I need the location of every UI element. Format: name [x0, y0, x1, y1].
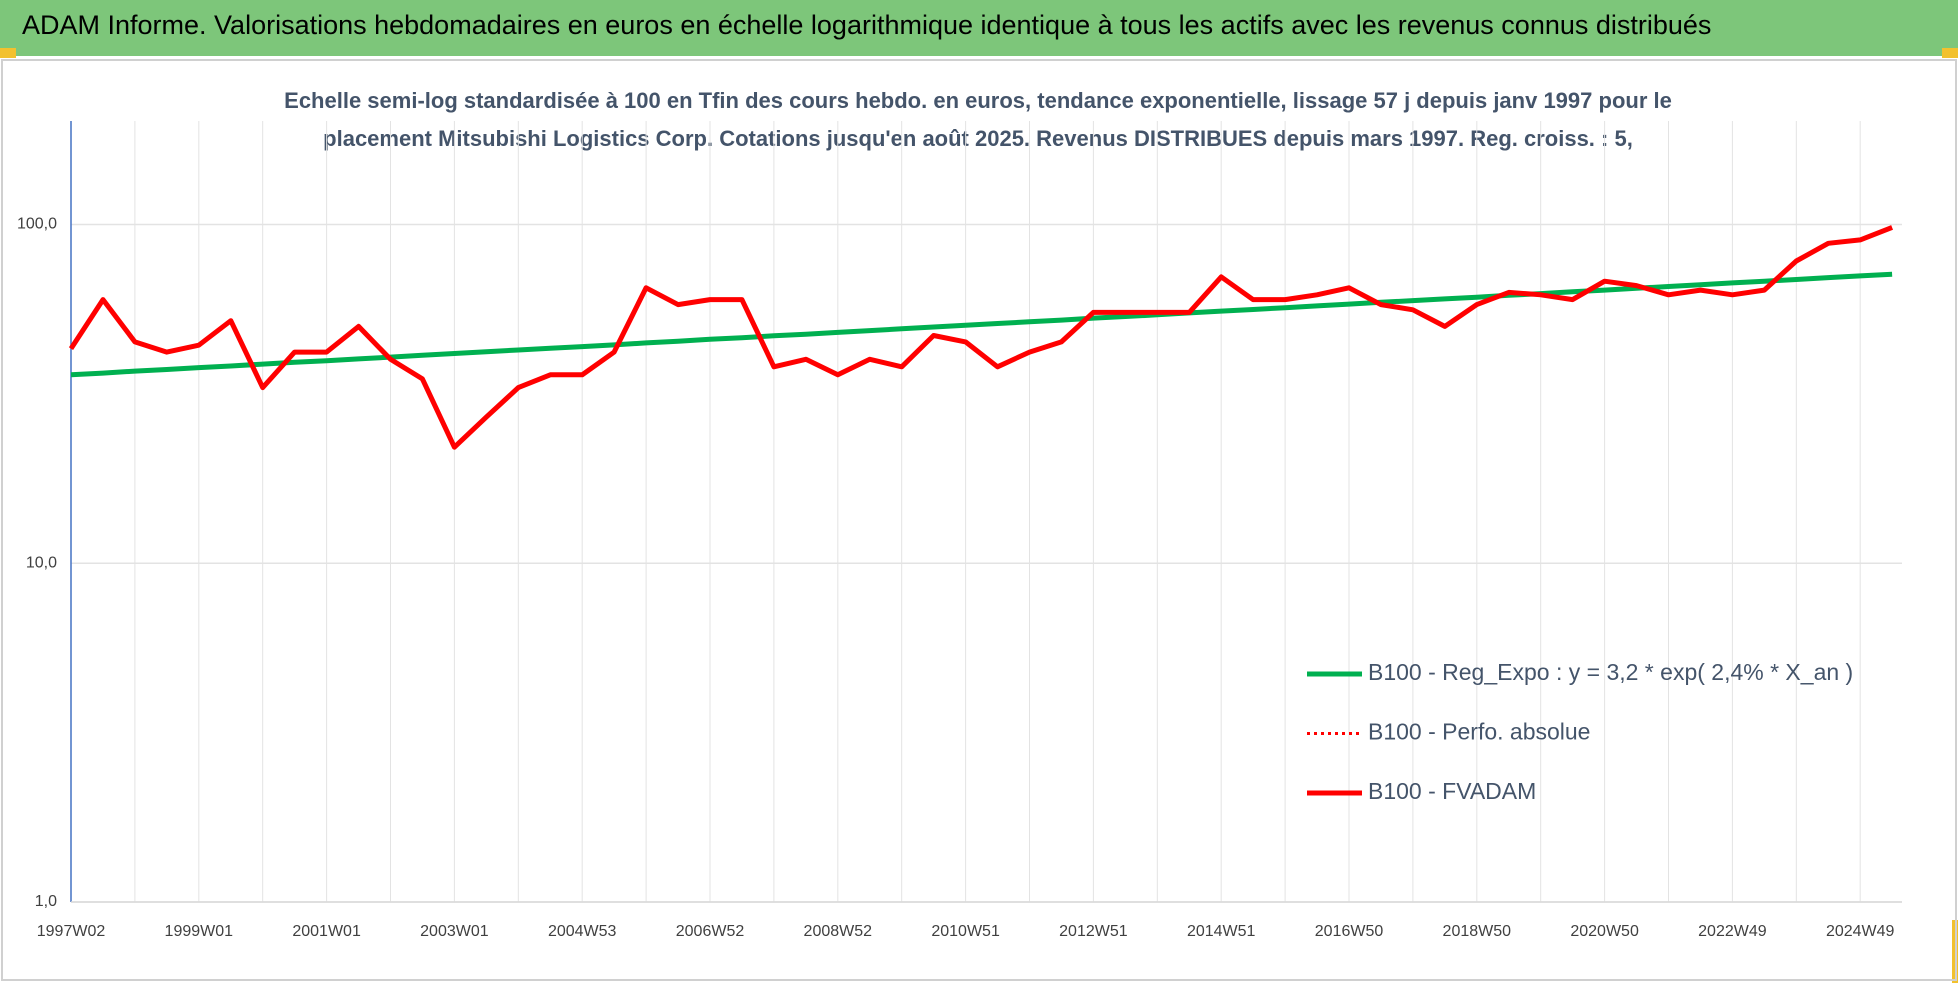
x-tick-label: 2004W53: [548, 923, 617, 940]
x-tick-label: 2006W52: [676, 923, 745, 940]
y-tick-label: 100,0: [17, 216, 57, 233]
legend-label: B100 - Reg_Expo : y = 3,2 * exp( 2,4% * …: [1368, 659, 1853, 685]
x-tick-label: 2003W01: [420, 923, 489, 940]
y-tick-label: 1,0: [35, 893, 57, 910]
x-tick-label: 2008W52: [804, 923, 873, 940]
x-tick-label: 2012W51: [1059, 923, 1128, 940]
x-tick-label: 2014W51: [1187, 923, 1256, 940]
y-tick-label: 10,0: [26, 554, 57, 571]
x-tick-label: 2018W50: [1443, 923, 1512, 940]
series-line: [68, 225, 1894, 450]
x-tick-label: 1997W02: [37, 923, 106, 940]
chart-title: ADAM Informe. Valorisations hebdomadaire…: [22, 10, 1711, 40]
x-tick-label: 2022W49: [1698, 923, 1767, 940]
chart-subtitle: Echelle semi-log standardisée à 100 en T…: [284, 88, 1672, 113]
chart-subtitle: placement Mitsubishi Logistics Corp. Cot…: [323, 126, 1633, 151]
x-tick-label: 1999W01: [165, 923, 234, 940]
x-tick-label: 2010W51: [931, 923, 1000, 940]
chart-border: [1, 59, 1957, 981]
legend-label: B100 - Perfo. absolue: [1368, 719, 1590, 745]
legend-label: B100 - FVADAM: [1368, 778, 1536, 804]
x-tick-label: 2016W50: [1315, 923, 1384, 940]
header-band: [0, 0, 1958, 56]
x-tick-label: 2020W50: [1570, 923, 1639, 940]
corner-mark: [0, 48, 16, 58]
x-tick-label: 2024W49: [1826, 923, 1895, 940]
x-tick-label: 2001W01: [292, 923, 361, 940]
corner-mark: [1942, 48, 1958, 58]
